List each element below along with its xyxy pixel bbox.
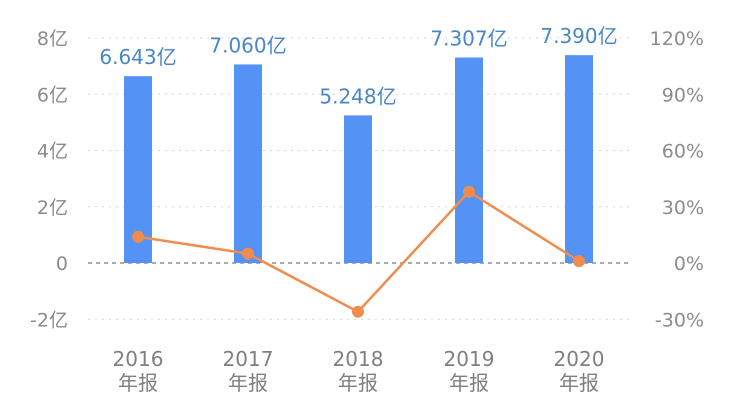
- line-point: [352, 305, 364, 318]
- right-tick-label: -30%: [655, 309, 704, 331]
- bar-value-label: 7.060亿: [209, 33, 286, 57]
- category-labels: 2016 年报 2017 年报 2018 年报 2019 年报 2020 年报: [113, 347, 605, 395]
- right-axis-ticks: 120% 90% 60% 30% 0% -30%: [650, 28, 704, 331]
- bar-value-label: 7.307亿: [430, 26, 507, 50]
- left-tick-label: -2亿: [30, 309, 68, 331]
- line-point: [132, 230, 144, 243]
- left-tick-label: 0: [56, 253, 68, 275]
- left-axis-ticks: 8亿 6亿 4亿 2亿 0 -2亿: [30, 28, 68, 331]
- left-tick-label: 8亿: [37, 28, 68, 50]
- left-tick-label: 4亿: [37, 141, 68, 163]
- bar-series: [124, 55, 593, 264]
- category-label: 2020 年报: [554, 347, 605, 395]
- category-label: 2017 年报: [223, 347, 274, 395]
- category-label: 2018 年报: [333, 347, 384, 395]
- bar: [455, 57, 483, 263]
- bar-value-label: 6.643亿: [99, 45, 176, 69]
- bar-value-label: 7.390亿: [540, 24, 617, 48]
- right-tick-label: 30%: [662, 197, 704, 219]
- right-tick-label: 120%: [650, 28, 704, 50]
- left-tick-label: 6亿: [37, 84, 68, 106]
- line-point: [463, 185, 475, 198]
- bar-value-label: 5.248亿: [319, 84, 396, 108]
- line-point: [242, 247, 254, 260]
- bar-value-labels: 6.643亿 7.060亿 5.248亿 7.307亿 7.390亿: [99, 24, 617, 108]
- line-point: [573, 255, 585, 268]
- left-tick-label: 2亿: [37, 197, 68, 219]
- right-tick-label: 0%: [674, 253, 704, 275]
- line-series: [132, 185, 585, 318]
- category-label: 2016 年报: [113, 347, 164, 395]
- bar: [344, 115, 372, 264]
- category-label: 2019 年报: [444, 347, 495, 395]
- right-tick-label: 90%: [662, 84, 704, 106]
- bar: [234, 64, 262, 263]
- right-tick-label: 60%: [662, 141, 704, 163]
- bar: [565, 55, 593, 263]
